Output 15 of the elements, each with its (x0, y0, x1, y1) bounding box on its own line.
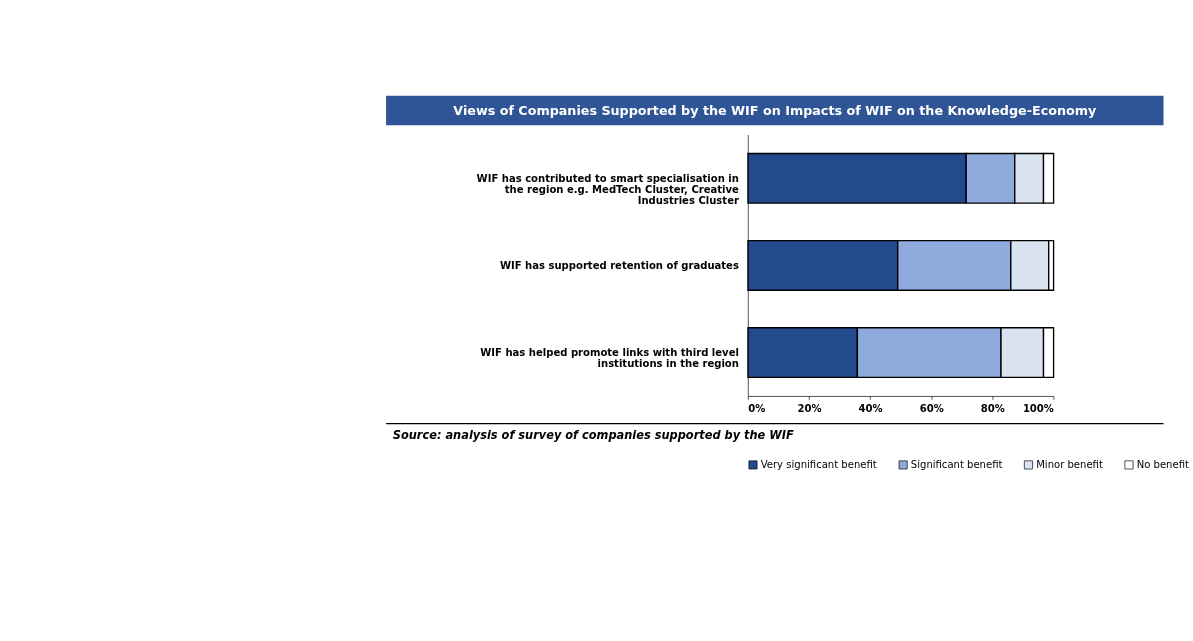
x-tick-label: 60% (919, 402, 944, 414)
x-tick-label: 20% (797, 402, 822, 414)
y-tick-label: WIF has helped promote links with third level institutions in the region (480, 346, 739, 370)
y-tick-label: WIF has contributed to smart specialisation in the region e.g. MedTech Cluster, Creative Industries Cluster (476, 172, 740, 207)
x-tick-label: 100% (1022, 402, 1054, 414)
y-tick-label: WIF has supported retention of graduates (499, 259, 739, 271)
x-tick-label: 40% (858, 402, 883, 414)
legend-label: Very significant benefit (760, 459, 877, 471)
legend-label: No benefit (1136, 459, 1189, 471)
legend-label: Minor benefit (1036, 459, 1103, 471)
legend-label: Significant benefit (910, 459, 1003, 471)
chart-title: Views of Companies Supported by the WIF on Impacts of WIF on the Knowledge-Economy (453, 102, 1097, 118)
x-tick-label: 0% (748, 402, 766, 414)
source-note: Source: analysis of survey of companies supported by the WIF (392, 428, 795, 442)
x-tick-label: 80% (980, 402, 1005, 414)
